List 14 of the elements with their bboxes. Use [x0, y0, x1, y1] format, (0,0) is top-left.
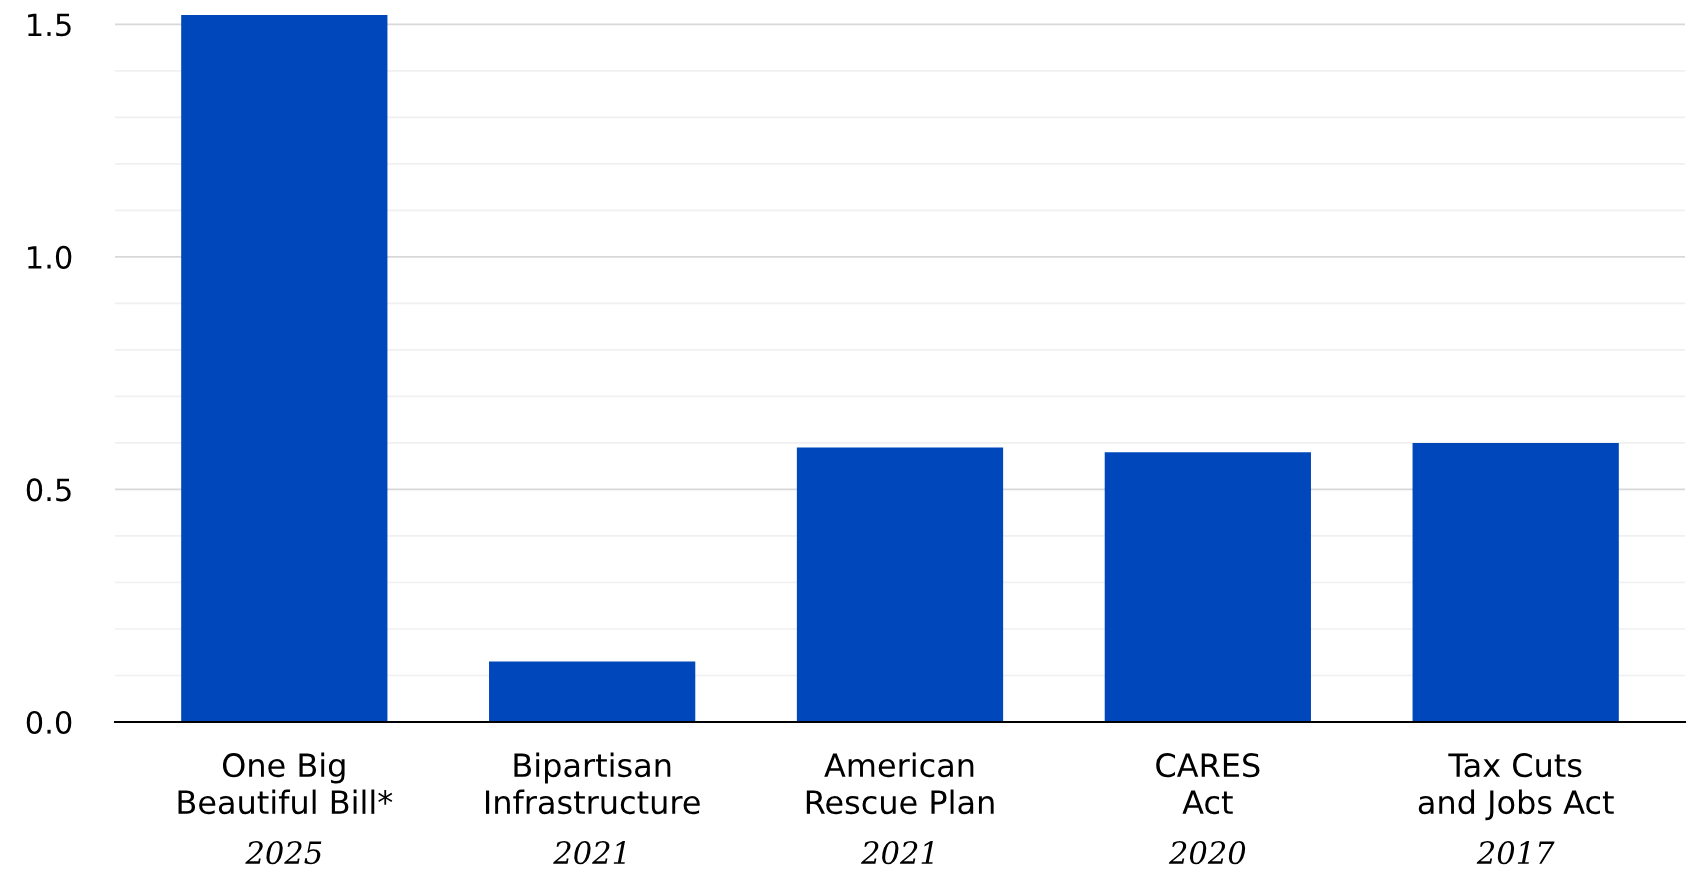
- bar: [181, 15, 388, 722]
- y-tick-label: 1.5: [28, 13, 71, 37]
- bar: [796, 447, 1004, 722]
- y-tick-label: 0.0: [26, 710, 72, 735]
- bar: [1104, 452, 1311, 722]
- category-label: American Rescue Plan 2021: [806, 752, 994, 865]
- category-label: CARES Act 2020: [1156, 753, 1260, 865]
- category-label: Bipartisan Infrastructure 2021: [486, 752, 700, 865]
- category-label: Tax Cuts and Jobs Act 2017: [1418, 753, 1614, 865]
- y-tick-label: 0.5: [26, 478, 71, 502]
- category-label: One Big Beautiful Bill* 2025: [178, 752, 393, 865]
- bar: [1412, 442, 1619, 722]
- bar: [489, 661, 696, 722]
- y-tick-label: 1.0: [28, 245, 72, 269]
